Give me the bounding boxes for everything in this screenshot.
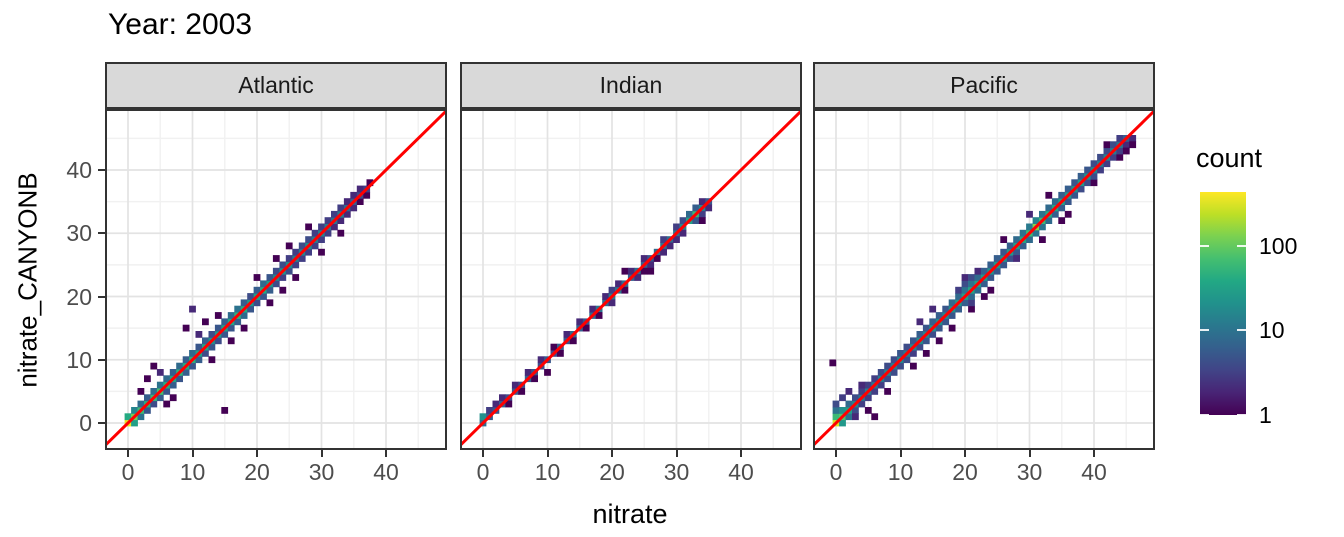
legend-tick-label: 1 <box>1259 402 1272 428</box>
x-tick-mark <box>385 450 387 457</box>
panel-border <box>813 109 1155 450</box>
x-tick-label: 20 <box>952 459 978 485</box>
panel-border <box>460 109 802 450</box>
identity-line <box>460 109 802 448</box>
facet-strip-label: Atlantic <box>238 72 314 98</box>
x-tick-label: 40 <box>728 459 754 485</box>
facet-strip: Pacific <box>813 62 1155 109</box>
panel-pacific <box>813 109 1155 450</box>
plot-title: Year: 2003 <box>108 8 253 41</box>
facet-pacific: Pacific 0 10 20 30 40 <box>813 62 1155 485</box>
y-tick-mark <box>98 169 105 171</box>
identity-line <box>813 109 1155 448</box>
grid-minor <box>813 109 1155 450</box>
grid-major <box>460 109 802 450</box>
y-axis-title: nitrate_CANYONB <box>12 172 43 388</box>
x-tick-mark <box>191 450 194 457</box>
legend-tick-mark <box>1200 414 1209 416</box>
panel-atlantic <box>105 109 447 450</box>
x-tick-mark <box>1093 450 1095 457</box>
x-tick-mark <box>482 450 484 457</box>
x-tick-mark <box>320 450 323 457</box>
x-tick-label: 0 <box>476 459 490 485</box>
x-tick-mark <box>740 450 742 457</box>
grid-minor <box>460 109 802 450</box>
facet-indian: Indian 0 10 20 30 40 <box>460 62 802 485</box>
x-tick-mark <box>256 450 258 457</box>
panel-border <box>105 109 447 450</box>
x-tick-label: 30 <box>1016 459 1043 485</box>
x-tick-mark <box>1028 450 1031 457</box>
legend-title: count <box>1196 143 1263 173</box>
grid-major <box>105 109 447 450</box>
x-tick-label: 0 <box>829 459 843 485</box>
legend-tick-mark <box>1200 329 1209 332</box>
x-tick-label: 40 <box>373 459 399 485</box>
x-tick-label: 0 <box>121 459 135 485</box>
legend-tick-label: 10 <box>1259 317 1285 344</box>
legend-tick-mark <box>1237 329 1246 332</box>
y-tick-mark <box>98 295 105 298</box>
x-tick-label: 10 <box>179 459 206 485</box>
y-tick-label: 30 <box>66 220 92 247</box>
x-tick-label: 40 <box>1081 459 1107 485</box>
facet-strip-label: Pacific <box>950 72 1018 98</box>
x-tick-label: 30 <box>308 459 335 485</box>
x-tick-mark <box>835 450 837 457</box>
x-tick-label: 30 <box>663 459 690 485</box>
x-tick-label: 20 <box>599 459 625 485</box>
x-tick-mark <box>899 450 902 457</box>
x-tick-mark <box>675 450 678 457</box>
x-tick-label: 10 <box>534 459 561 485</box>
y-tick-label: 10 <box>66 346 92 373</box>
y-tick-mark <box>98 232 105 235</box>
x-axis-title: nitrate <box>592 499 668 529</box>
legend-colorbar <box>1200 192 1246 415</box>
y-tick-label: 0 <box>79 410 92 436</box>
facet-strip: Atlantic <box>105 62 447 109</box>
y-tick-label: 20 <box>66 283 92 310</box>
legend-tick-mark <box>1200 244 1209 247</box>
x-tick-mark <box>546 450 549 457</box>
y-tick-mark <box>98 358 105 361</box>
x-tick-mark <box>127 450 129 457</box>
x-tick-mark <box>611 450 613 457</box>
grid-minor <box>105 109 447 450</box>
x-tick-mark <box>964 450 966 457</box>
panel-indian <box>460 109 802 450</box>
legend-tick-label: 100 <box>1259 232 1298 259</box>
facet-atlantic: Atlantic 0 10 20 30 40 <box>105 62 447 485</box>
identity-line <box>105 109 447 448</box>
x-tick-label: 20 <box>244 459 270 485</box>
legend-tick-mark <box>1237 414 1246 416</box>
legend-tick-mark <box>1237 244 1246 247</box>
y-tick-label: 40 <box>66 157 92 183</box>
facet-strip: Indian <box>460 62 802 109</box>
facet-strip-label: Indian <box>599 72 663 98</box>
y-tick-mark <box>98 422 105 424</box>
x-tick-label: 10 <box>887 459 914 485</box>
